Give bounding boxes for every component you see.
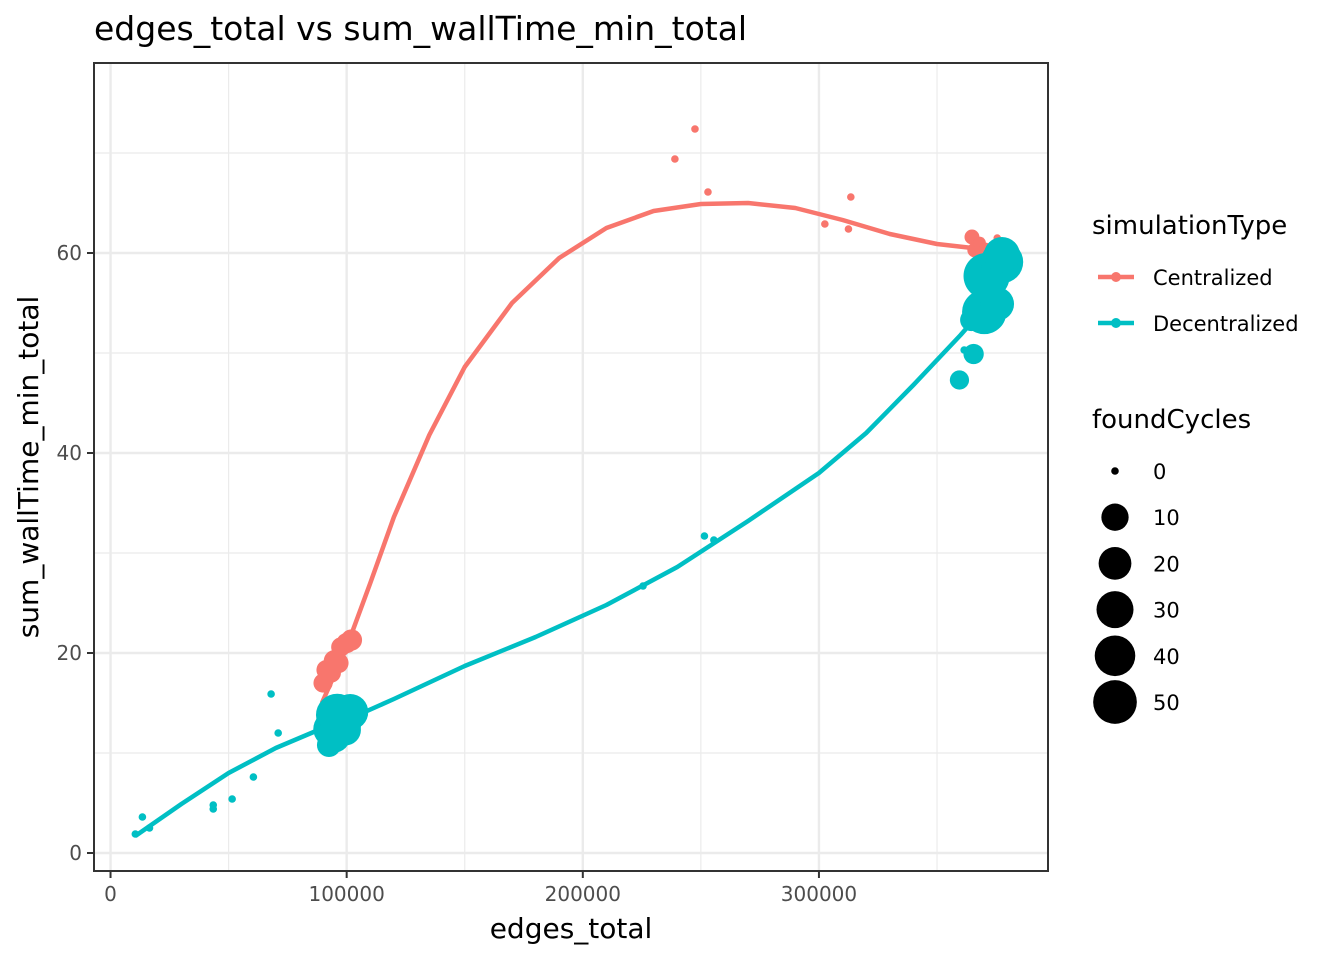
decentralized-point: [639, 582, 647, 590]
decentralized-point: [249, 773, 258, 781]
x-tick-label: 0: [104, 882, 117, 906]
legend-size-label: 40: [1153, 645, 1180, 669]
y-tick-label: 40: [57, 441, 82, 465]
legend-color-title: simulationType: [1092, 211, 1287, 241]
legend-size-label: 20: [1153, 552, 1180, 576]
decentralized-point: [700, 532, 709, 540]
x-tick-label: 100000: [308, 882, 384, 906]
centralized-point: [691, 125, 699, 133]
legend-size-circle: [1101, 503, 1129, 531]
decentralized-point: [138, 813, 147, 821]
x-axis-title: edges_total: [490, 912, 653, 945]
decentralized-point: [949, 370, 970, 390]
legend-size-circle: [1098, 547, 1132, 580]
y-tick-label: 0: [69, 841, 82, 865]
legend-size: foundCycles 0 10 20 30 40 50: [1092, 405, 1251, 724]
legend-size-label: 10: [1153, 506, 1180, 530]
centralized-point: [847, 193, 855, 201]
decentralized-point: [267, 690, 275, 698]
chart-title: edges_total vs sum_wallTime_min_total: [94, 9, 747, 48]
centralized-point: [340, 629, 363, 651]
legend-size-circle: [1111, 467, 1119, 475]
decentralized-point: [980, 287, 1015, 321]
decentralized-point: [145, 824, 154, 832]
y-axis: 0 20 40 60: [57, 241, 94, 865]
legend-size-circle: [1096, 591, 1134, 629]
legend-centralized-label: Centralized: [1153, 266, 1273, 290]
centralized-point: [821, 220, 829, 228]
legend-decentralized-swatch: [1111, 318, 1121, 328]
series-lines: [134, 200, 1004, 838]
centralized-point: [671, 155, 679, 163]
plot-border: [93, 62, 1049, 872]
plot-panel: [94, 63, 1048, 871]
y-axis-title: sum_wallTime_min_total: [12, 296, 45, 639]
centralized-point: [328, 652, 349, 674]
x-axis: 0 100000 200000 300000: [104, 871, 857, 906]
series-points: [131, 125, 1024, 838]
decentralized-point: [228, 795, 236, 803]
legend-size-label: 50: [1153, 691, 1180, 715]
centralized-point: [844, 225, 853, 233]
legend-color: simulationType Centralized Decentralized: [1092, 211, 1299, 336]
legend-size-title: foundCycles: [1092, 405, 1251, 435]
decentralized-point: [131, 830, 140, 838]
decentralized-smooth-line: [134, 281, 1004, 838]
decentralized-point: [332, 693, 369, 731]
decentralized-point: [983, 236, 1020, 274]
legend-centralized-swatch: [1111, 272, 1121, 282]
centralized-smooth-line: [319, 200, 1002, 704]
x-tick-label: 200000: [545, 882, 621, 906]
legend-size-circle: [1093, 680, 1137, 724]
legend-size-label: 0: [1153, 460, 1166, 484]
grid-minor: [94, 63, 1048, 871]
decentralized-point: [209, 801, 218, 809]
x-tick-label: 300000: [781, 882, 857, 906]
y-tick-label: 20: [57, 641, 82, 665]
decentralized-point: [710, 536, 718, 544]
decentralized-point: [274, 729, 282, 737]
legend-size-label: 30: [1153, 599, 1180, 623]
y-tick-label: 60: [57, 241, 82, 265]
centralized-point: [704, 188, 712, 196]
legend-size-circle: [1094, 635, 1136, 677]
legend-decentralized-label: Decentralized: [1153, 312, 1299, 336]
decentralized-point: [963, 343, 984, 365]
